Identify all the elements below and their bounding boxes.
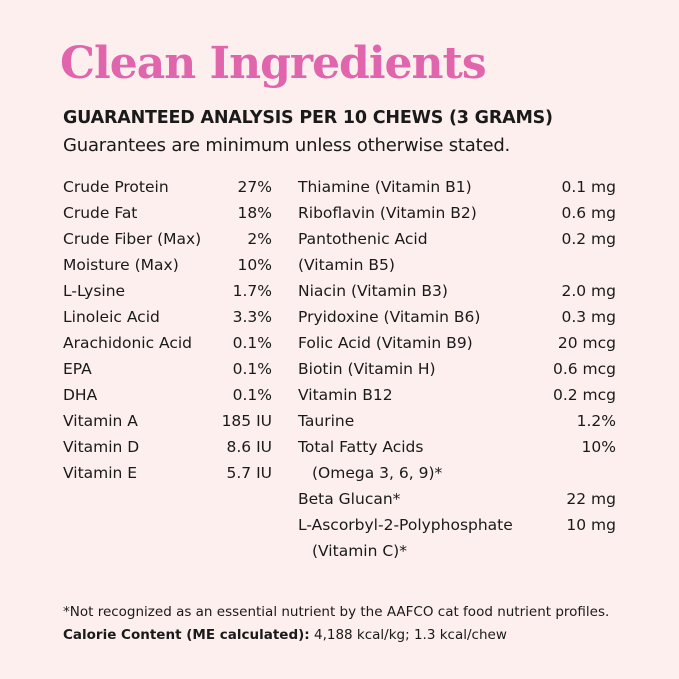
left-nutrient-column: Crude Protein 27% Crude Fat 18% Crude Fiber … [63, 176, 272, 488]
nutrient-row: L-Ascorbyl-2-Polyphosphate 10 mg [298, 514, 616, 540]
nutrient-row: Niacin (Vitamin B3) 2.0 mg [298, 280, 616, 306]
nutrient-label: Vitamin A [63, 412, 138, 430]
nutrient-label: Moisture (Max) [63, 256, 179, 274]
nutrient-row: Folic Acid (Vitamin B9) 20 mcg [298, 332, 616, 358]
nutrient-value: 1.7% [232, 282, 272, 300]
nutrient-value: 27% [237, 178, 272, 196]
nutrient-label: Crude Fiber (Max) [63, 230, 202, 248]
calorie-value: 4,188 kcal/kg; 1.3 kcal/chew [313, 627, 507, 643]
nutrient-row-continuation: (Vitamin B5) [298, 254, 616, 280]
right-nutrient-column: Thiamine (Vitamin B1) 0.1 mg Riboflavin (V… [298, 176, 616, 566]
nutrient-row: DHA 0.1% [63, 384, 272, 410]
nutrient-value: 10% [581, 438, 616, 456]
nutrient-value: 10 mg [566, 516, 616, 534]
nutrient-row: Thiamine (Vitamin B1) 0.1 mg [298, 176, 616, 202]
nutrient-label: Pryidoxine (Vitamin B6) [298, 308, 481, 326]
nutrient-value: 20 mcg [557, 334, 616, 352]
nutrient-row: EPA 0.1% [63, 358, 272, 384]
nutrient-value: 10% [237, 256, 272, 274]
nutrient-value: 0.1% [232, 386, 272, 404]
nutrient-row: Arachidonic Acid 0.1% [63, 332, 272, 358]
calorie-label: Calorie Content (ME calculated): [63, 627, 310, 643]
nutrient-label: Crude Fat [63, 204, 138, 222]
nutrient-row: Riboflavin (Vitamin B2) 0.6 mg [298, 202, 616, 228]
nutrient-label-line2: (Omega 3, 6, 9)* [312, 464, 443, 482]
nutrient-value: 2.0 mg [561, 282, 616, 300]
nutrient-row-continuation: (Vitamin C)* [298, 540, 616, 566]
nutrient-label: DHA [63, 386, 98, 404]
nutrient-value: 0.2 mcg [552, 386, 616, 404]
nutrient-value: 0.1 mg [561, 178, 616, 196]
nutrient-label: Crude Protein [63, 178, 169, 196]
nutrient-label: Niacin (Vitamin B3) [298, 282, 448, 300]
nutrient-value: 0.6 mg [561, 204, 616, 222]
nutrient-label: Vitamin E [63, 464, 138, 482]
nutrient-row: Vitamin B12 0.2 mcg [298, 384, 616, 410]
nutrient-value: 5.7 IU [226, 464, 273, 482]
nutrient-label: EPA [63, 360, 92, 378]
nutrient-row: Vitamin A 185 IU [63, 410, 272, 436]
nutrient-row: Vitamin E 5.7 IU [63, 462, 272, 488]
nutrient-value: 185 IU [221, 412, 272, 430]
nutrient-label: Riboflavin (Vitamin B2) [298, 204, 477, 222]
nutrient-row: Crude Protein 27% [63, 176, 272, 202]
footnote: *Not recognized as an essential nutrient… [63, 604, 610, 620]
nutrient-label-line2: (Vitamin B5) [298, 256, 395, 274]
nutrient-row: Pantothenic Acid 0.2 mg [298, 228, 616, 254]
analysis-subheading: Guarantees are minimum unless otherwise … [63, 135, 511, 156]
nutrient-value: 0.1% [232, 334, 272, 352]
nutrient-value: 0.3 mg [561, 308, 616, 326]
nutrient-label: Total Fatty Acids [298, 438, 424, 456]
nutrient-row: Crude Fat 18% [63, 202, 272, 228]
nutrient-value: 22 mg [566, 490, 616, 508]
nutrient-label-line2: (Vitamin C)* [312, 542, 407, 560]
nutrient-label: Pantothenic Acid [298, 230, 428, 248]
nutrient-label: Vitamin B12 [298, 386, 393, 404]
nutrient-value: 18% [237, 204, 272, 222]
nutrient-label: Biotin (Vitamin H) [298, 360, 436, 378]
calorie-content: Calorie Content (ME calculated): 4,188 k… [63, 627, 507, 643]
nutrient-value: 3.3% [232, 308, 272, 326]
page-title: Clean Ingredients [60, 38, 487, 89]
nutrient-row-continuation: (Omega 3, 6, 9)* [298, 462, 616, 488]
nutrient-row: Total Fatty Acids 10% [298, 436, 616, 462]
nutrient-value: 0.6 mcg [552, 360, 616, 378]
analysis-heading: GUARANTEED ANALYSIS PER 10 CHEWS (3 GRAM… [63, 108, 553, 128]
nutrient-row: Vitamin D 8.6 IU [63, 436, 272, 462]
nutrient-label: Folic Acid (Vitamin B9) [298, 334, 473, 352]
nutrient-value: 0.2 mg [561, 230, 616, 248]
nutrient-row: Pryidoxine (Vitamin B6) 0.3 mg [298, 306, 616, 332]
nutrient-value: 1.2% [576, 412, 616, 430]
nutrient-label: Linoleic Acid [63, 308, 160, 326]
nutrient-row: Beta Glucan* 22 mg [298, 488, 616, 514]
nutrient-row: Taurine 1.2% [298, 410, 616, 436]
nutrient-label: Taurine [298, 412, 355, 430]
nutrient-row: L-Lysine 1.7% [63, 280, 272, 306]
nutrient-label: L-Lysine [63, 282, 126, 300]
nutrient-row: Moisture (Max) 10% [63, 254, 272, 280]
nutrient-value: 0.1% [232, 360, 272, 378]
nutrient-label: Arachidonic Acid [63, 334, 193, 352]
nutrient-label: Thiamine (Vitamin B1) [298, 178, 472, 196]
nutrient-row: Crude Fiber (Max) 2% [63, 228, 272, 254]
nutrient-row: Linoleic Acid 3.3% [63, 306, 272, 332]
nutrient-value: 8.6 IU [226, 438, 273, 456]
nutrient-row: Biotin (Vitamin H) 0.6 mcg [298, 358, 616, 384]
nutrient-value: 2% [247, 230, 272, 248]
nutrient-label: L-Ascorbyl-2-Polyphosphate [298, 516, 513, 534]
nutrient-label: Vitamin D [63, 438, 140, 456]
nutrient-label: Beta Glucan* [298, 490, 401, 508]
